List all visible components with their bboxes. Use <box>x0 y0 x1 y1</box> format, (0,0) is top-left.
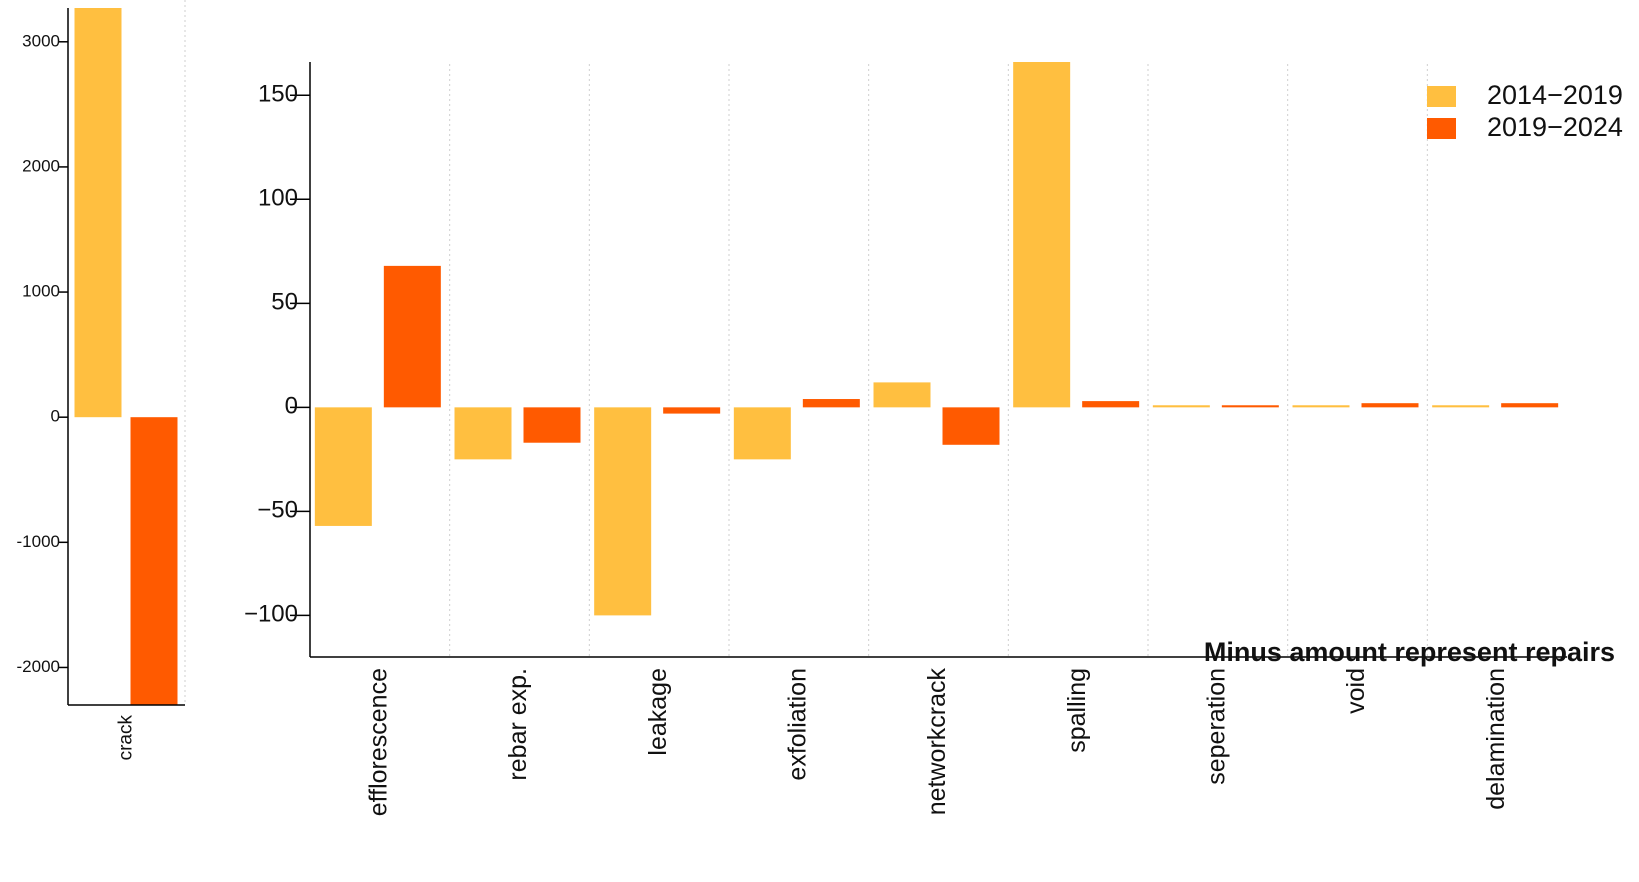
bar-void-2019-2024 <box>1361 403 1419 408</box>
legend: 2014−2019 2019−2024 <box>1427 80 1623 142</box>
bar-void-2014-2019 <box>1292 405 1350 408</box>
x-tick-label-void: void <box>1342 668 1370 714</box>
bar-rebar-exp-2019-2024 <box>523 407 581 443</box>
x-tick-label-efflorescence: efflorescence <box>364 668 392 816</box>
x-tick-label-leakage: leakage <box>644 668 672 756</box>
y-tick-label: 150 <box>258 81 298 108</box>
x-tick-label-rebar-exp: rebar exp. <box>504 668 532 781</box>
legend-label-2019-2024: 2019−2024 <box>1487 112 1623 142</box>
y-tick-label: 0 <box>285 393 298 420</box>
legend-label-2014-2019: 2014−2019 <box>1487 80 1623 110</box>
y-tick-label: -1000 <box>17 532 60 551</box>
bar-rebar-exp-2014-2019 <box>454 407 512 460</box>
defects-panel: −100 −50 0 50 100 150 efflorescence rebar exp. l… <box>244 62 1567 816</box>
y-tick-label: −100 <box>244 601 298 628</box>
x-tick-label-crack: crack <box>116 715 137 761</box>
bar-leakage-2014-2019 <box>594 407 652 616</box>
y-tick-label: −50 <box>257 497 298 524</box>
y-tick-label: 2000 <box>22 156 60 175</box>
bar-crack-2019-2024 <box>130 417 178 705</box>
y-tick-label: 3000 <box>22 31 60 50</box>
bar-delamination-2014-2019 <box>1432 405 1490 408</box>
legend-swatch-2019-2024 <box>1427 118 1456 139</box>
y-tick-label: 100 <box>258 185 298 212</box>
y-tick-label: 50 <box>271 289 298 316</box>
legend-swatch-2014-2019 <box>1427 86 1456 107</box>
bar-seperation-2019-2024 <box>1221 405 1279 408</box>
bar-networkcrack-2019-2024 <box>942 407 1000 445</box>
x-tick-label-delamination: delamination <box>1482 668 1510 810</box>
bar-delamination-2019-2024 <box>1501 403 1559 408</box>
x-tick-label-exfoliation: exfoliation <box>783 668 811 781</box>
bar-efflorescence-2014-2019 <box>314 407 372 526</box>
bar-networkcrack-2014-2019 <box>873 382 931 408</box>
bar-crack-2014-2019 <box>74 8 122 418</box>
bar-efflorescence-2019-2024 <box>383 265 441 408</box>
y-tick-label: -2000 <box>17 657 60 676</box>
bar-spalling-2019-2024 <box>1082 401 1140 408</box>
bar-spalling-2014-2019 <box>1013 62 1071 408</box>
x-tick-label-seperation: seperation <box>1202 668 1230 785</box>
y-tick-label: 1000 <box>22 282 60 301</box>
bar-exfoliation-2019-2024 <box>802 399 860 408</box>
x-tick-label-spalling: spalling <box>1063 668 1091 753</box>
bar-exfoliation-2014-2019 <box>733 407 791 460</box>
y-tick-label: 0 <box>51 407 60 426</box>
x-tick-label-networkcrack: networkcrack <box>923 668 951 816</box>
annotation-repairs: Minus amount represent repairs <box>1204 637 1615 667</box>
crack-panel: -2000 -1000 0 1000 2000 3000 crack <box>17 0 186 761</box>
bar-seperation-2014-2019 <box>1152 405 1210 408</box>
bar-leakage-2019-2024 <box>663 407 721 414</box>
